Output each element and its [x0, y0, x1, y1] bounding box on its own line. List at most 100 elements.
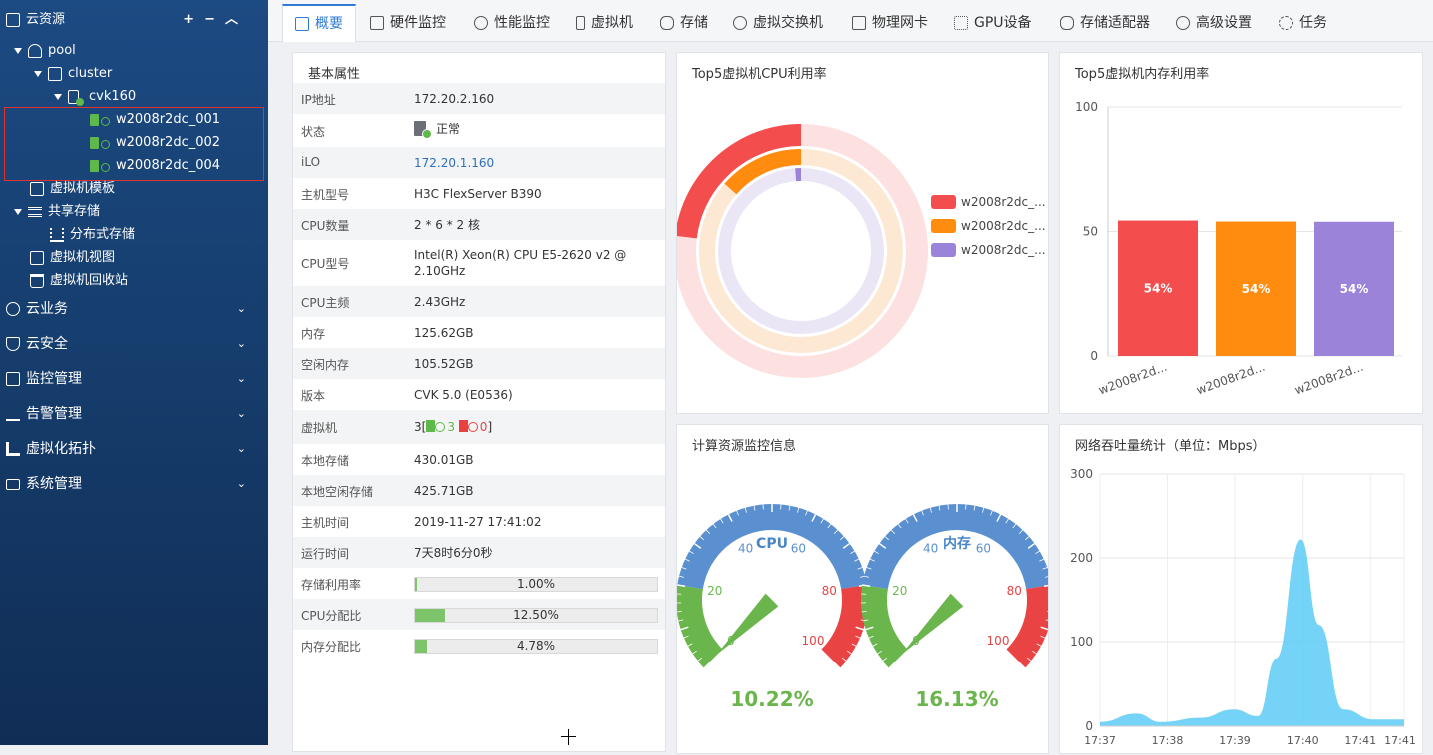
x-tick-label: 17:38 [1152, 734, 1184, 747]
legend-item[interactable]: w2008r2dc_... [931, 195, 1046, 209]
chevron-down-icon: ⌄ [237, 296, 246, 322]
host-status-icon [414, 121, 426, 136]
tree-item-vm[interactable]: w2008r2dc_001 [90, 108, 220, 131]
tree-item-host[interactable]: cvk160 [54, 85, 136, 108]
tree-item-vm[interactable]: w2008r2dc_004 [90, 154, 220, 177]
cpu-top5-panel: Top5虚拟机CPU利用率 w2008r2dc_... w2008r2dc_..… [676, 52, 1049, 414]
nav-section-alarms[interactable]: 告警管理 ⌄ [6, 401, 262, 427]
tree-item-label: 分布式存储 [70, 223, 135, 246]
tab-vm[interactable]: 虚拟机 [576, 4, 633, 42]
property-key: CPU主频 [301, 294, 349, 311]
adapter-icon [1060, 16, 1074, 30]
nav-section-label: 系统管理 [26, 471, 82, 497]
gauge-tick-label: 100 [987, 634, 1010, 648]
expand-arrow-icon[interactable] [54, 94, 62, 100]
x-tick-label: 17:37 [1084, 734, 1116, 747]
tab-label: 虚拟机 [591, 4, 633, 42]
stopped-vm-icon [459, 420, 468, 432]
tab-label: 概要 [315, 5, 343, 43]
expand-arrow-icon[interactable] [34, 71, 42, 77]
tab-label: 虚拟交换机 [753, 4, 823, 42]
ilo-link[interactable]: 172.20.1.160 [414, 155, 494, 171]
tab-gpu[interactable]: GPU设备 [954, 4, 1032, 42]
computer-icon [6, 479, 20, 490]
area-series[interactable] [1100, 540, 1404, 726]
vm-icon [576, 16, 585, 30]
tab-storage[interactable]: 存储 [660, 4, 708, 42]
shield-icon [6, 337, 20, 351]
tree-item-pool[interactable]: pool [14, 39, 76, 62]
gauge-tick-label: 40 [923, 541, 938, 555]
vm-running-count[interactable]: 3 [447, 420, 455, 434]
property-key: 主机时间 [301, 514, 349, 531]
legend-label: w2008r2dc_... [961, 195, 1046, 209]
property-key: 虚拟机 [301, 419, 337, 436]
chevron-down-icon: ⌄ [237, 401, 246, 427]
tree-item-shared-storage[interactable]: 共享存储 [14, 200, 100, 223]
expand-arrow-icon[interactable] [14, 209, 22, 215]
pool-icon [28, 44, 42, 58]
mem-bar-chart: 05010054%w2008r2d...54%w2008r2d...54%w20… [1060, 53, 1424, 415]
bar-data-label: 54% [1144, 281, 1173, 295]
property-value: 425.71GB [414, 483, 474, 499]
property-key: 本地存储 [301, 452, 349, 469]
tree-item-vm-view[interactable]: 虚拟机视图 [30, 246, 115, 269]
tree-root-cloud-resources[interactable]: 云资源 +−︿ [6, 8, 262, 31]
vm-icon [90, 137, 99, 149]
tree-item-vm[interactable]: w2008r2dc_002 [90, 131, 220, 154]
collapse-icon[interactable]: ︿ [225, 12, 248, 27]
property-key: 版本 [301, 387, 325, 404]
tree-item-vm-recycle-bin[interactable]: 虚拟机回收站 [30, 269, 128, 292]
add-icon[interactable]: + [183, 12, 204, 27]
nav-section-monitoring[interactable]: 监控管理 ⌄ [6, 366, 262, 392]
property-key: 运行时间 [301, 545, 349, 562]
tab-advanced-settings[interactable]: 高级设置 [1176, 4, 1252, 42]
vm-view-icon [30, 251, 44, 265]
nav-section-system[interactable]: 系统管理 ⌄ [6, 471, 262, 497]
chevron-down-icon: ⌄ [237, 366, 246, 392]
bar-data-label: 54% [1340, 282, 1369, 296]
donut-track [725, 175, 878, 328]
vm-stopped-count[interactable]: 0 [480, 420, 488, 434]
tree-item-cluster[interactable]: cluster [34, 62, 112, 85]
gauge-tick-label: 60 [791, 541, 806, 555]
tree-item-vm-template[interactable]: 虚拟机模板 [30, 177, 115, 200]
tree-item-distributed-storage[interactable]: 分布式存储 [50, 223, 135, 246]
nav-section-label: 虚拟化拓扑 [26, 436, 96, 462]
chevron-down-icon: ⌄ [237, 471, 246, 497]
legend-item[interactable]: w2008r2dc_... [931, 219, 1046, 233]
property-key: 内存分配比 [301, 638, 361, 655]
expand-arrow-icon[interactable] [14, 48, 22, 54]
tab-physical-nic[interactable]: 物理网卡 [852, 4, 928, 42]
chip-icon [954, 16, 968, 30]
tab-hardware-monitor[interactable]: 硬件监控 [370, 4, 446, 42]
nav-section-topology[interactable]: 虚拟化拓扑 ⌄ [6, 436, 262, 462]
nav-section-label: 监控管理 [26, 366, 82, 392]
nav-section-cloud-security[interactable]: 云安全 ⌄ [6, 331, 262, 357]
tab-vswitch[interactable]: 虚拟交换机 [733, 4, 823, 42]
donut-slice[interactable] [795, 168, 801, 181]
remove-icon[interactable]: − [204, 12, 225, 27]
tab-tasks[interactable]: 任务 [1279, 4, 1327, 42]
running-vm-icon [426, 420, 435, 432]
property-value: H3C FlexServer B390 [414, 186, 542, 202]
tab-label: 物理网卡 [872, 4, 928, 42]
y-tick-label: 200 [1070, 551, 1093, 565]
topology-icon [6, 442, 20, 456]
tab-storage-adapter[interactable]: 存储适配器 [1060, 4, 1150, 42]
nav-section-cloud-business[interactable]: 云业务 ⌄ [6, 296, 262, 322]
property-value: 430.01GB [414, 452, 474, 468]
tab-summary[interactable]: 概要 [282, 4, 356, 42]
nav-section-label: 云安全 [26, 331, 68, 357]
database-icon [660, 16, 674, 30]
legend-item[interactable]: w2008r2dc_... [931, 243, 1046, 257]
tab-performance-monitor[interactable]: 性能监控 [474, 4, 550, 42]
tree-item-label: w2008r2dc_004 [116, 154, 220, 177]
gauge-icon [474, 16, 488, 30]
